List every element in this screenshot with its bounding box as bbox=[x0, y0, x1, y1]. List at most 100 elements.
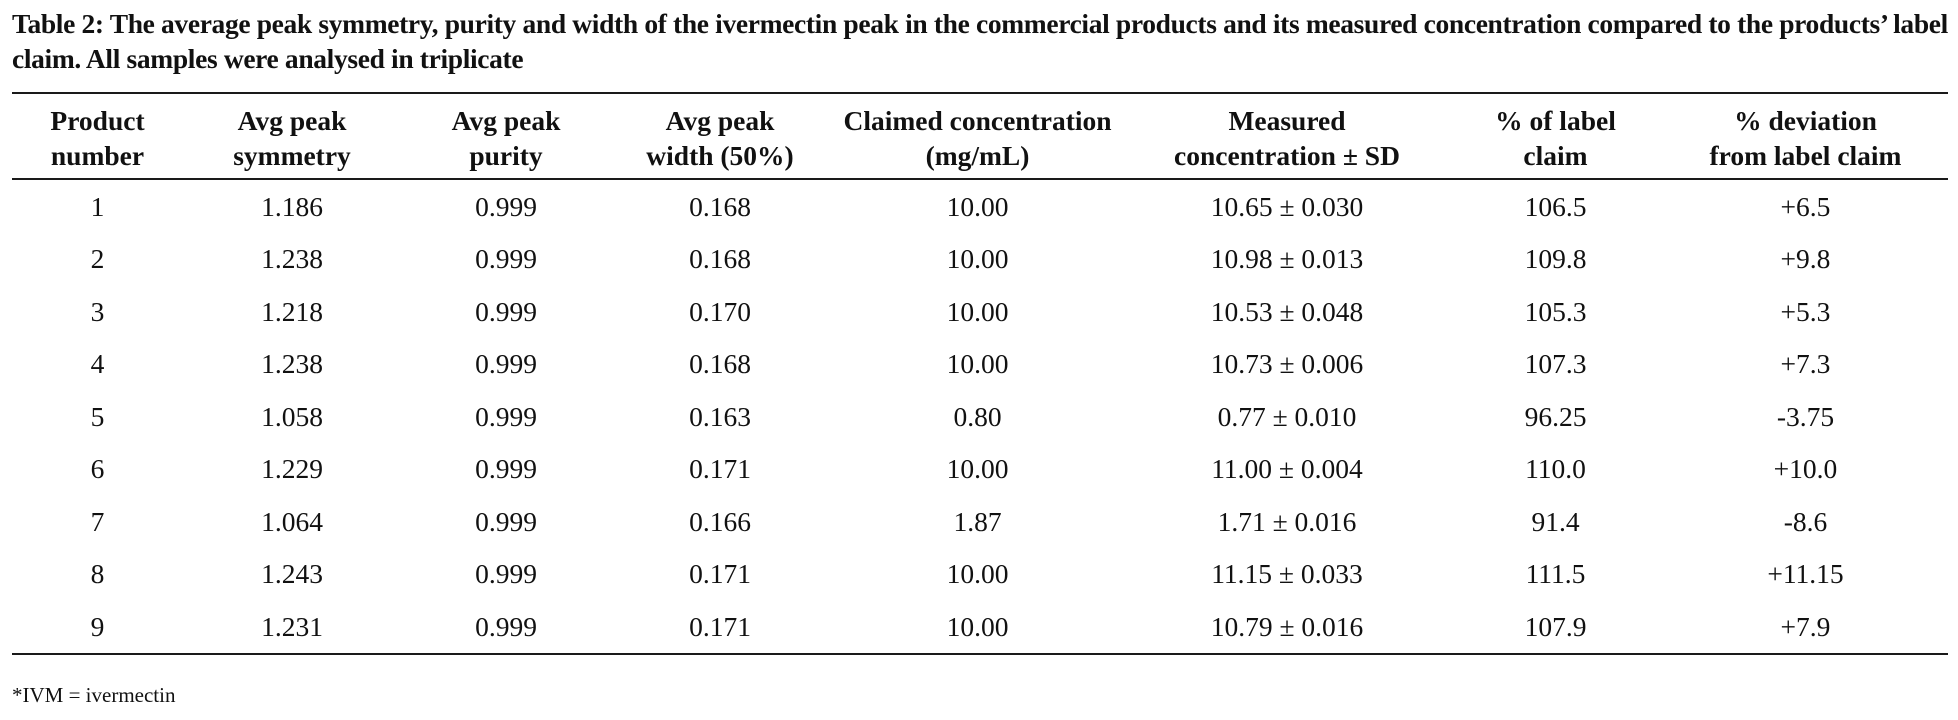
column-header-avg-peak-symmetry: Avg peak symmetry bbox=[183, 94, 401, 180]
cell-percent-deviation: +9.8 bbox=[1780, 243, 1831, 275]
column-header-percent-deviation: % deviation from label claim bbox=[1663, 94, 1948, 180]
cell-percent-of-label-claim: 107.3 bbox=[1524, 348, 1587, 380]
cell-percent-of-label-claim: 106.5 bbox=[1524, 190, 1587, 222]
column-header-line: Product bbox=[50, 105, 145, 136]
column-header-claimed-concentration: Claimed concentration (mg/mL) bbox=[829, 94, 1126, 180]
cell-percent-deviation: +10.0 bbox=[1773, 453, 1838, 485]
column-header-line: number bbox=[50, 140, 145, 171]
cell-product-number: 3 bbox=[90, 295, 105, 327]
header-row: Product number Avg peak symmetry Avg peak pur… bbox=[12, 94, 1948, 180]
column-header-line: concentration ± SD bbox=[1174, 140, 1400, 171]
cell-percent-deviation: +5.3 bbox=[1780, 295, 1831, 327]
cell-product-number: 5 bbox=[90, 400, 105, 432]
column-header-avg-peak-width: Avg peak width (50%) bbox=[611, 94, 829, 180]
table-row: 8 1.243 0.999 0.171 10.00 11.15 ± 0.033 111.5 +… bbox=[12, 548, 1948, 601]
cell-claimed-concentration: 10.00 bbox=[946, 348, 1009, 380]
column-header-line: Avg peak bbox=[237, 105, 347, 136]
cell-measured-concentration: 10.79 ± 0.016 bbox=[1210, 610, 1364, 642]
cell-avg-peak-symmetry: 1.231 bbox=[261, 610, 323, 642]
cell-percent-of-label-claim: 109.8 bbox=[1524, 243, 1587, 275]
cell-product-number: 7 bbox=[90, 505, 105, 537]
cell-percent-of-label-claim: 111.5 bbox=[1525, 558, 1586, 590]
cell-percent-deviation: +11.15 bbox=[1767, 558, 1844, 590]
table-row: 1 1.186 0.999 0.168 10.00 10.65 ± 0.030 106.5 +… bbox=[12, 179, 1948, 233]
cell-avg-peak-purity: 0.999 bbox=[475, 295, 537, 327]
table-row: 6 1.229 0.999 0.171 10.00 11.00 ± 0.004 110.0 +… bbox=[12, 443, 1948, 496]
cell-claimed-concentration: 0.80 bbox=[953, 400, 1002, 432]
column-header-line: Avg peak bbox=[665, 105, 775, 136]
column-header-line: from label claim bbox=[1709, 140, 1902, 171]
table-row: 3 1.218 0.999 0.170 10.00 10.53 ± 0.048 105.3 +… bbox=[12, 285, 1948, 338]
cell-measured-concentration: 11.00 ± 0.004 bbox=[1211, 453, 1363, 485]
cell-avg-peak-width: 0.168 bbox=[689, 348, 751, 380]
cell-claimed-concentration: 10.00 bbox=[946, 243, 1009, 275]
cell-avg-peak-purity: 0.999 bbox=[475, 348, 537, 380]
results-table-container: Product number Avg peak symmetry Avg peak pur… bbox=[12, 92, 1948, 655]
cell-avg-peak-symmetry: 1.186 bbox=[261, 190, 323, 222]
column-header-measured-concentration: Measured concentration ± SD bbox=[1126, 94, 1448, 180]
cell-percent-deviation: +7.3 bbox=[1780, 348, 1831, 380]
cell-percent-of-label-claim: 96.25 bbox=[1524, 400, 1587, 432]
cell-avg-peak-width: 0.168 bbox=[689, 243, 751, 275]
cell-claimed-concentration: 10.00 bbox=[946, 610, 1009, 642]
table-row: 2 1.238 0.999 0.168 10.00 10.98 ± 0.013 109.8 +… bbox=[12, 233, 1948, 286]
cell-avg-peak-symmetry: 1.238 bbox=[261, 348, 323, 380]
cell-avg-peak-symmetry: 1.238 bbox=[261, 243, 323, 275]
cell-percent-of-label-claim: 107.9 bbox=[1524, 610, 1587, 642]
table-row: 4 1.238 0.999 0.168 10.00 10.73 ± 0.006 107.3 +… bbox=[12, 338, 1948, 391]
cell-avg-peak-symmetry: 1.058 bbox=[261, 400, 323, 432]
cell-claimed-concentration: 10.00 bbox=[946, 453, 1009, 485]
cell-avg-peak-purity: 0.999 bbox=[475, 558, 537, 590]
cell-product-number: 9 bbox=[90, 610, 105, 642]
cell-measured-concentration: 10.98 ± 0.013 bbox=[1210, 243, 1364, 275]
cell-percent-of-label-claim: 91.4 bbox=[1531, 505, 1580, 537]
column-header-product-number: Product number bbox=[12, 94, 183, 180]
cell-percent-of-label-claim: 110.0 bbox=[1525, 453, 1586, 485]
column-header-line: width (50%) bbox=[646, 140, 794, 171]
column-header-avg-peak-purity: Avg peak purity bbox=[401, 94, 611, 180]
table-body: 1 1.186 0.999 0.168 10.00 10.65 ± 0.030 106.5 +… bbox=[12, 179, 1948, 653]
cell-percent-deviation: -8.6 bbox=[1783, 505, 1828, 537]
cell-avg-peak-width: 0.163 bbox=[689, 400, 751, 432]
cell-avg-peak-purity: 0.999 bbox=[475, 243, 537, 275]
cell-avg-peak-purity: 0.999 bbox=[475, 505, 537, 537]
column-header-line: % deviation bbox=[1734, 105, 1877, 136]
table-row: 7 1.064 0.999 0.166 1.87 1.71 ± 0.016 91.4 -8.6 bbox=[12, 495, 1948, 548]
cell-percent-deviation: +6.5 bbox=[1780, 190, 1831, 222]
cell-measured-concentration: 10.73 ± 0.006 bbox=[1210, 348, 1364, 380]
table-caption: Table 2: The average peak symmetry, puri… bbox=[12, 8, 1948, 74]
cell-claimed-concentration: 10.00 bbox=[946, 190, 1009, 222]
column-header-percent-of-label-claim: % of label claim bbox=[1448, 94, 1663, 180]
cell-product-number: 4 bbox=[90, 348, 105, 380]
cell-avg-peak-purity: 0.999 bbox=[475, 453, 537, 485]
cell-avg-peak-symmetry: 1.243 bbox=[261, 558, 323, 590]
cell-claimed-concentration: 10.00 bbox=[946, 295, 1009, 327]
cell-avg-peak-width: 0.171 bbox=[689, 610, 751, 642]
cell-avg-peak-symmetry: 1.218 bbox=[261, 295, 323, 327]
cell-product-number: 1 bbox=[90, 190, 105, 222]
cell-product-number: 2 bbox=[90, 243, 105, 275]
cell-measured-concentration: 11.15 ± 0.033 bbox=[1211, 558, 1363, 590]
footnote: *IVM = ivermectin bbox=[12, 683, 176, 707]
cell-measured-concentration: 10.65 ± 0.030 bbox=[1210, 190, 1364, 222]
column-header-line: symmetry bbox=[233, 140, 351, 171]
cell-claimed-concentration: 1.87 bbox=[953, 505, 1002, 537]
cell-product-number: 8 bbox=[90, 558, 105, 590]
cell-avg-peak-purity: 0.999 bbox=[475, 190, 537, 222]
cell-percent-of-label-claim: 105.3 bbox=[1524, 295, 1587, 327]
column-header-line: Measured bbox=[1228, 105, 1346, 136]
cell-avg-peak-symmetry: 1.229 bbox=[261, 453, 323, 485]
column-header-line: claim bbox=[1523, 140, 1588, 171]
column-header-line: Claimed concentration bbox=[843, 105, 1112, 136]
cell-avg-peak-purity: 0.999 bbox=[475, 610, 537, 642]
table-row: 9 1.231 0.999 0.171 10.00 10.79 ± 0.016 107.9 +… bbox=[12, 600, 1948, 653]
column-header-line: Avg peak bbox=[451, 105, 561, 136]
cell-avg-peak-width: 0.168 bbox=[689, 190, 751, 222]
cell-percent-deviation: +7.9 bbox=[1780, 610, 1831, 642]
column-header-line: % of label bbox=[1495, 105, 1616, 136]
cell-claimed-concentration: 10.00 bbox=[946, 558, 1009, 590]
cell-measured-concentration: 10.53 ± 0.048 bbox=[1210, 295, 1364, 327]
table-row: 5 1.058 0.999 0.163 0.80 0.77 ± 0.010 96.25 -3.… bbox=[12, 390, 1948, 443]
column-header-line: (mg/mL) bbox=[925, 140, 1030, 171]
cell-measured-concentration: 1.71 ± 0.016 bbox=[1217, 505, 1357, 537]
